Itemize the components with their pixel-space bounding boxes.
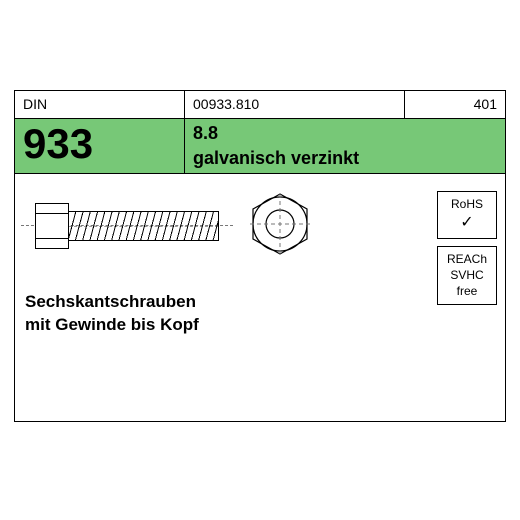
check-icon: ✓ <box>440 212 494 234</box>
header-row: DIN 00933.810 401 <box>15 91 505 119</box>
bolt-shank <box>69 211 219 241</box>
rohs-badge: RoHS ✓ <box>437 191 497 239</box>
din-number: 933 <box>15 119 185 173</box>
right-code: 401 <box>405 91 505 118</box>
reach-line2: SVHC <box>440 267 494 283</box>
reach-line3: free <box>440 283 494 299</box>
bolt-front-view <box>247 191 313 257</box>
description: Sechskantschrauben mit Gewinde bis Kopf <box>25 291 199 337</box>
product-code: 00933.810 <box>185 91 405 118</box>
grade: 8.8 <box>193 123 497 144</box>
rohs-label: RoHS <box>440 196 494 212</box>
reach-badge: REACh SVHC free <box>437 246 497 305</box>
spec-column: 8.8 galvanisch verzinkt <box>185 119 505 173</box>
spec-row: 933 8.8 galvanisch verzinkt <box>15 119 505 174</box>
reach-line1: REACh <box>440 251 494 267</box>
bolt-head-side <box>35 203 69 249</box>
desc-line2: mit Gewinde bis Kopf <box>25 314 199 337</box>
desc-line1: Sechskantschrauben <box>25 291 199 314</box>
product-card: DIN 00933.810 401 933 8.8 galvanisch ver… <box>14 90 506 422</box>
din-label: DIN <box>15 91 185 118</box>
finish: galvanisch verzinkt <box>193 148 497 169</box>
